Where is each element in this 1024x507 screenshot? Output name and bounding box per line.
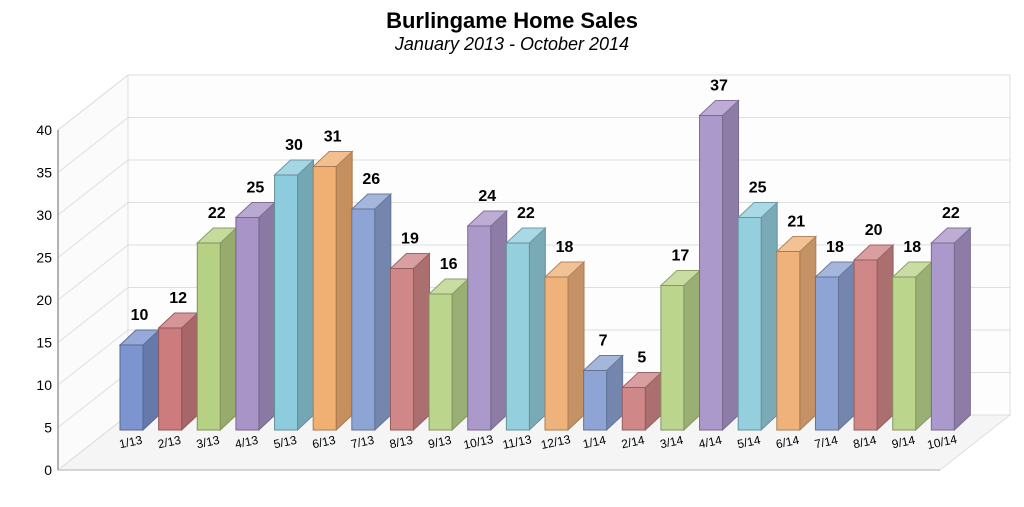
bar	[429, 294, 452, 430]
bar	[529, 228, 545, 430]
bar-value-label: 10	[131, 307, 149, 324]
bar-value-label: 7	[599, 333, 608, 350]
bar-value-label: 24	[478, 188, 496, 205]
y-tick-label: 15	[36, 335, 52, 351]
bar	[661, 286, 684, 431]
bar	[954, 228, 970, 430]
bar	[622, 388, 645, 431]
bar-value-label: 19	[401, 231, 419, 248]
bar	[336, 152, 352, 431]
bar-value-label: 22	[208, 205, 226, 222]
bar	[352, 209, 375, 430]
bar-value-label: 18	[556, 239, 574, 256]
bar	[259, 203, 275, 431]
bar-value-label: 25	[247, 180, 265, 197]
bar	[838, 262, 854, 430]
bar-value-label: 22	[942, 205, 960, 222]
bar	[159, 328, 182, 430]
bar	[916, 262, 932, 430]
bar-value-label: 18	[903, 239, 921, 256]
bar	[545, 277, 568, 430]
bar	[413, 254, 429, 431]
bar-value-label: 21	[787, 214, 805, 231]
bar-value-label: 31	[324, 129, 342, 146]
y-tick-label: 35	[36, 165, 52, 181]
bar	[491, 211, 507, 430]
bar	[777, 252, 800, 431]
bar-value-label: 16	[440, 256, 458, 273]
bar-value-label: 12	[169, 290, 187, 307]
y-tick-label: 10	[36, 377, 52, 393]
bar-value-label: 17	[672, 248, 690, 265]
bar	[800, 237, 816, 431]
bar	[854, 260, 877, 430]
bar-value-label: 18	[826, 239, 844, 256]
bar	[390, 269, 413, 431]
bar-value-label: 5	[637, 350, 646, 367]
bar	[568, 262, 584, 430]
bar-value-label: 26	[362, 171, 380, 188]
y-tick-label: 30	[36, 207, 52, 223]
bar	[684, 271, 700, 431]
bar	[468, 226, 491, 430]
bar	[313, 167, 336, 431]
bar	[220, 228, 236, 430]
bar	[197, 243, 220, 430]
bar-chart-3d: 0510152025303540101/13122/13223/13254/13…	[0, 0, 1024, 507]
bar	[506, 243, 529, 430]
y-tick-label: 0	[44, 462, 52, 478]
bar	[275, 175, 298, 430]
bar-value-label: 20	[865, 222, 883, 239]
bar	[761, 203, 777, 431]
bar	[815, 277, 838, 430]
bar	[298, 160, 314, 430]
bar-value-label: 25	[749, 180, 767, 197]
bar	[182, 313, 198, 430]
bar	[236, 218, 259, 431]
y-tick-label: 25	[36, 250, 52, 266]
bar	[700, 116, 723, 431]
bar	[738, 218, 761, 431]
bar-value-label: 30	[285, 137, 303, 154]
bar	[893, 277, 916, 430]
bar-value-label: 22	[517, 205, 535, 222]
bar	[723, 101, 739, 431]
bar	[584, 371, 607, 431]
bar	[120, 345, 143, 430]
y-tick-label: 40	[36, 122, 52, 138]
y-tick-label: 5	[44, 420, 52, 436]
bar	[452, 279, 468, 430]
bar	[877, 245, 893, 430]
y-tick-label: 20	[36, 292, 52, 308]
bar	[375, 194, 391, 430]
bar	[931, 243, 954, 430]
bar	[143, 330, 159, 430]
bar-value-label: 37	[710, 78, 728, 95]
